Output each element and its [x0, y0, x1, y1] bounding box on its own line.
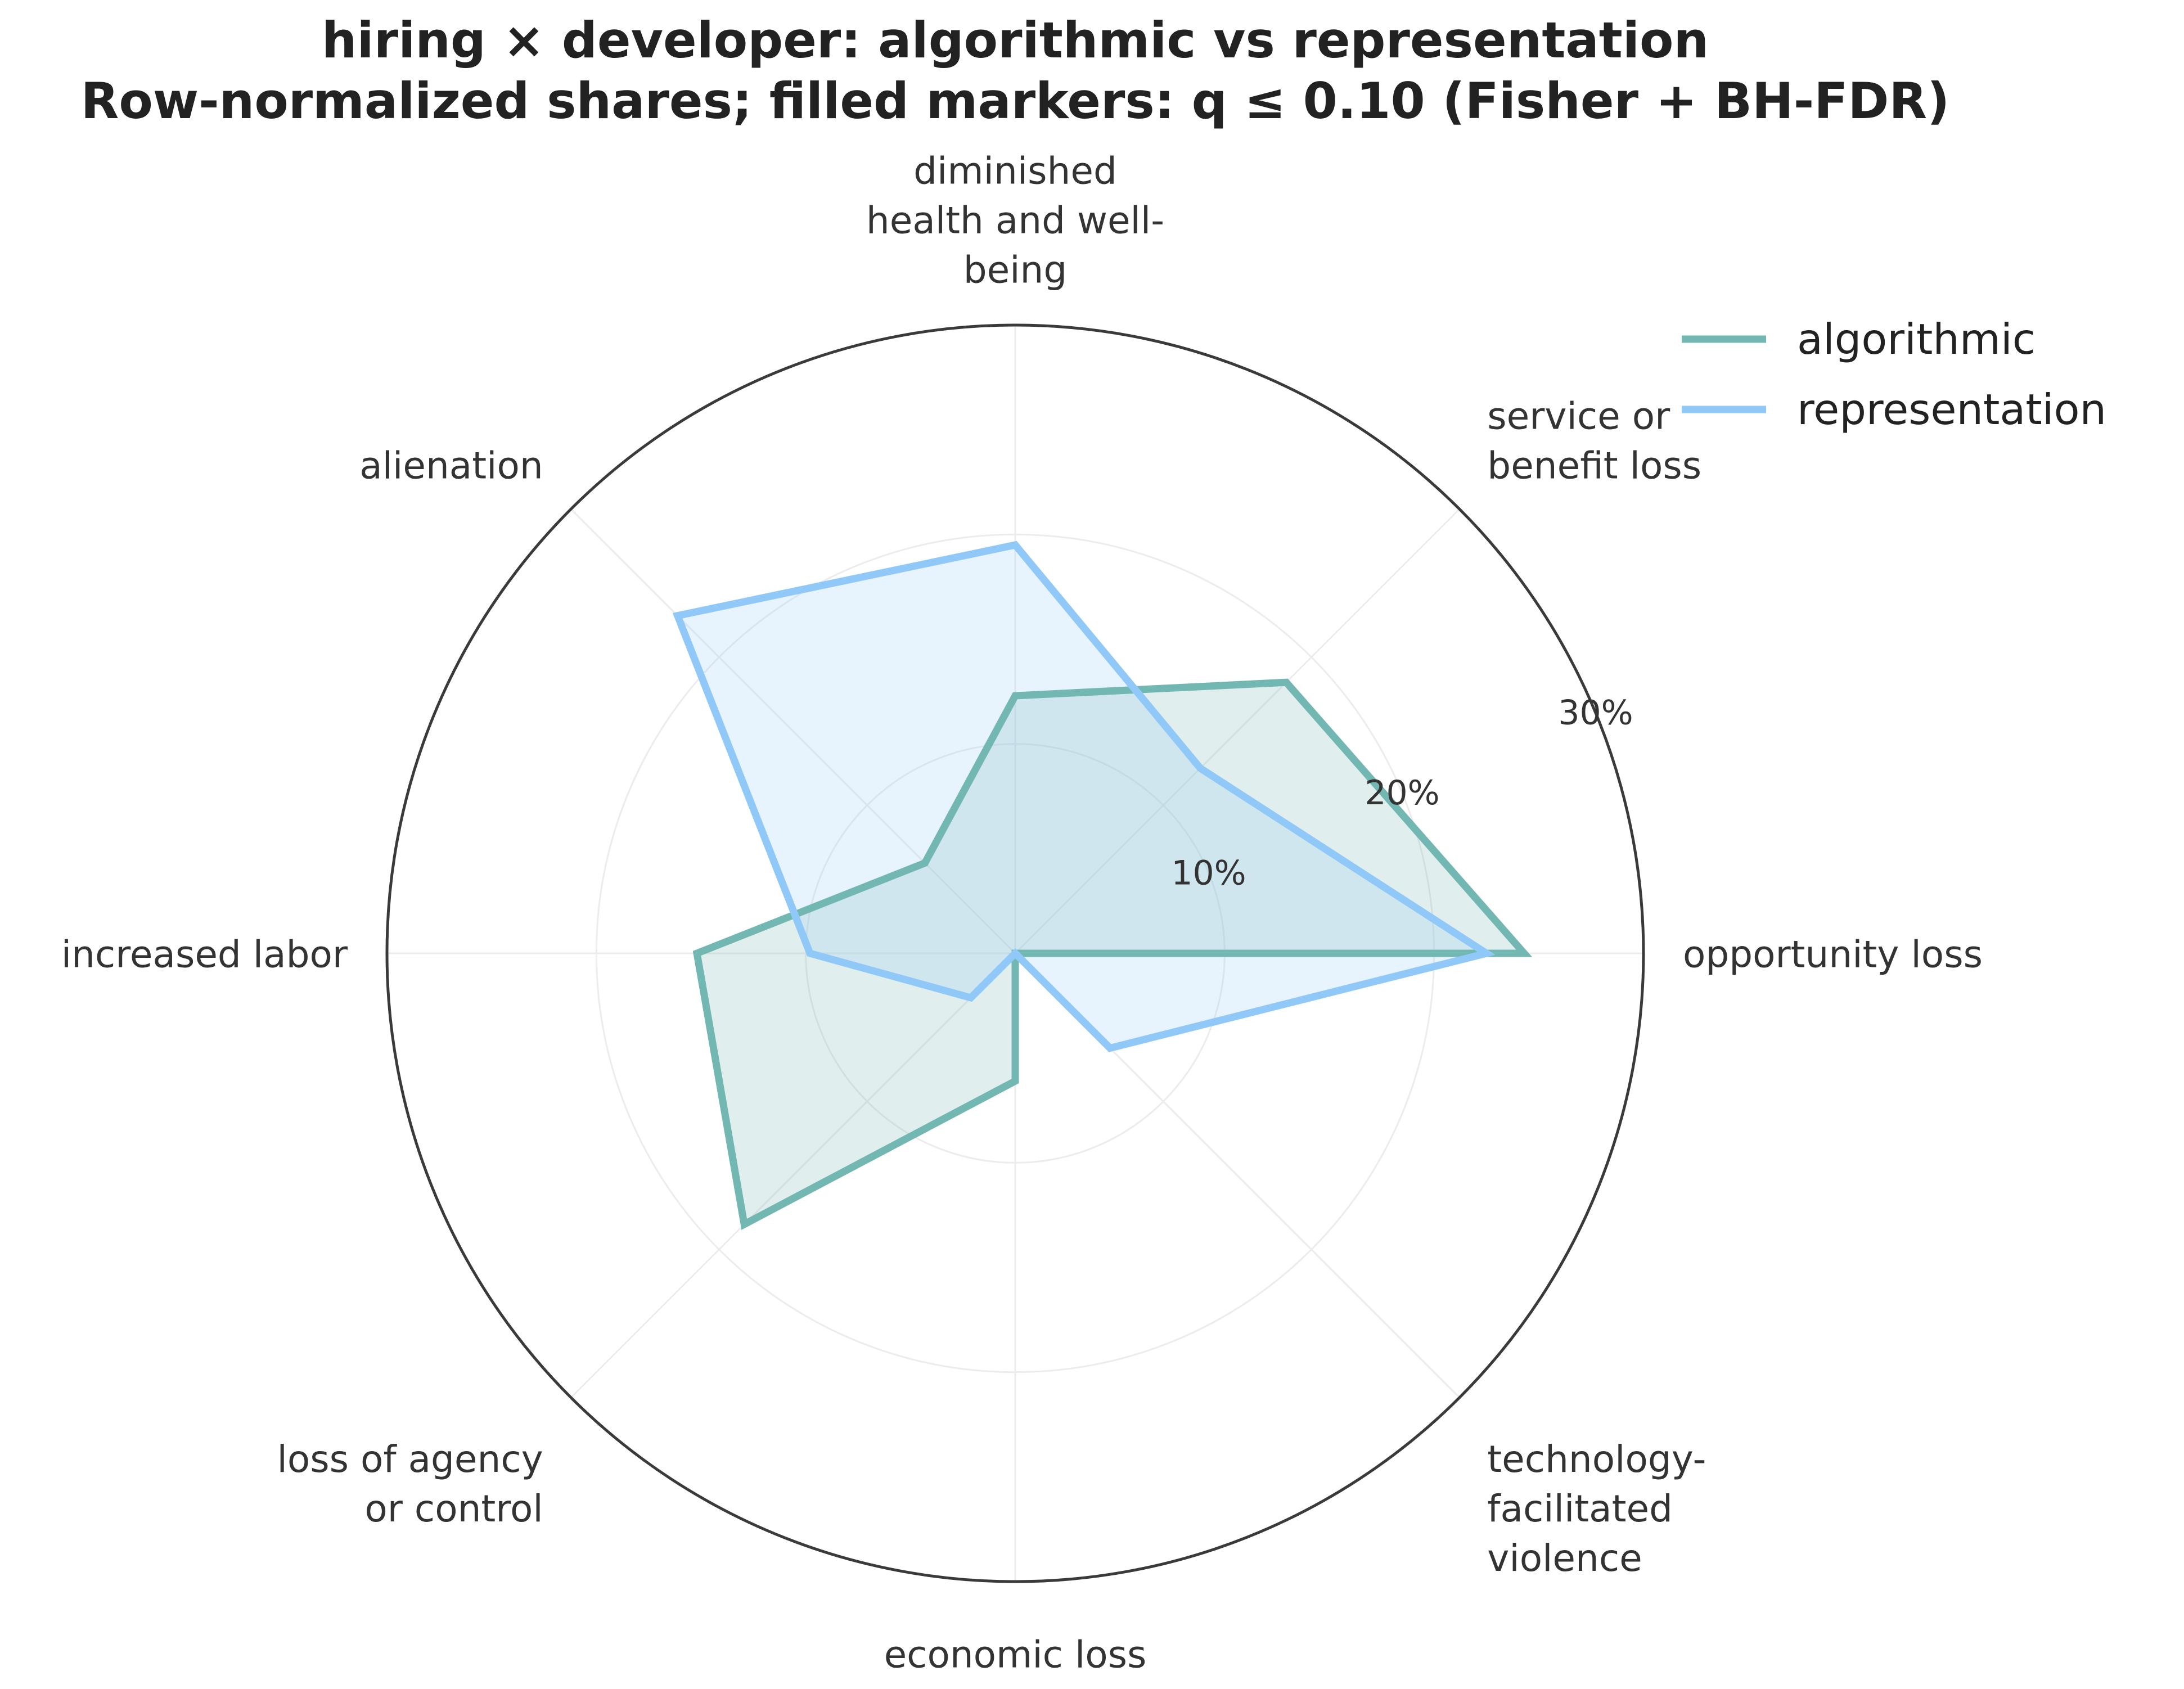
category-labels: opportunity loss service or benefit loss di… [61, 150, 1983, 1677]
legend: algorithmic representation [1682, 314, 2106, 434]
legend-label: representation [1797, 385, 2106, 434]
category-label: opportunity loss [1683, 933, 1983, 976]
category-label: loss of agency or control [277, 1438, 543, 1530]
chart-title-line: hiring × developer: algorithmic vs repre… [322, 11, 1709, 69]
category-label: alienation [359, 444, 543, 487]
grid-spoke [1014, 508, 1460, 954]
grid-spoke [570, 508, 1016, 954]
category-label: increased labor [61, 933, 348, 976]
radial-tick-label: 30% [1558, 693, 1633, 733]
outer-circle [385, 323, 1645, 1583]
radial-tick-labels: 10% 20% 30% [1171, 693, 1633, 893]
radial-tick-label: 10% [1171, 854, 1246, 893]
chart-title: hiring × developer: algorithmic vs repre… [81, 11, 1950, 130]
series-area [677, 544, 1487, 1048]
outer-frame [385, 323, 1645, 1583]
category-label: economic loss [884, 1633, 1147, 1677]
series-polygons [672, 541, 1533, 1230]
grid-spoke [570, 952, 1016, 1398]
legend-label: algorithmic [1797, 314, 2036, 364]
series-line [692, 678, 1533, 1230]
series-line [672, 541, 1496, 1052]
category-label: technology-facilitated violence [1487, 1438, 1706, 1580]
chart-title-line: Row-normalized shares; filled markers: q… [81, 72, 1950, 130]
category-label: diminished health and well-being [866, 150, 1164, 292]
radial-tick-label: 20% [1365, 773, 1439, 813]
category-label: service or benefit loss [1487, 394, 1701, 487]
